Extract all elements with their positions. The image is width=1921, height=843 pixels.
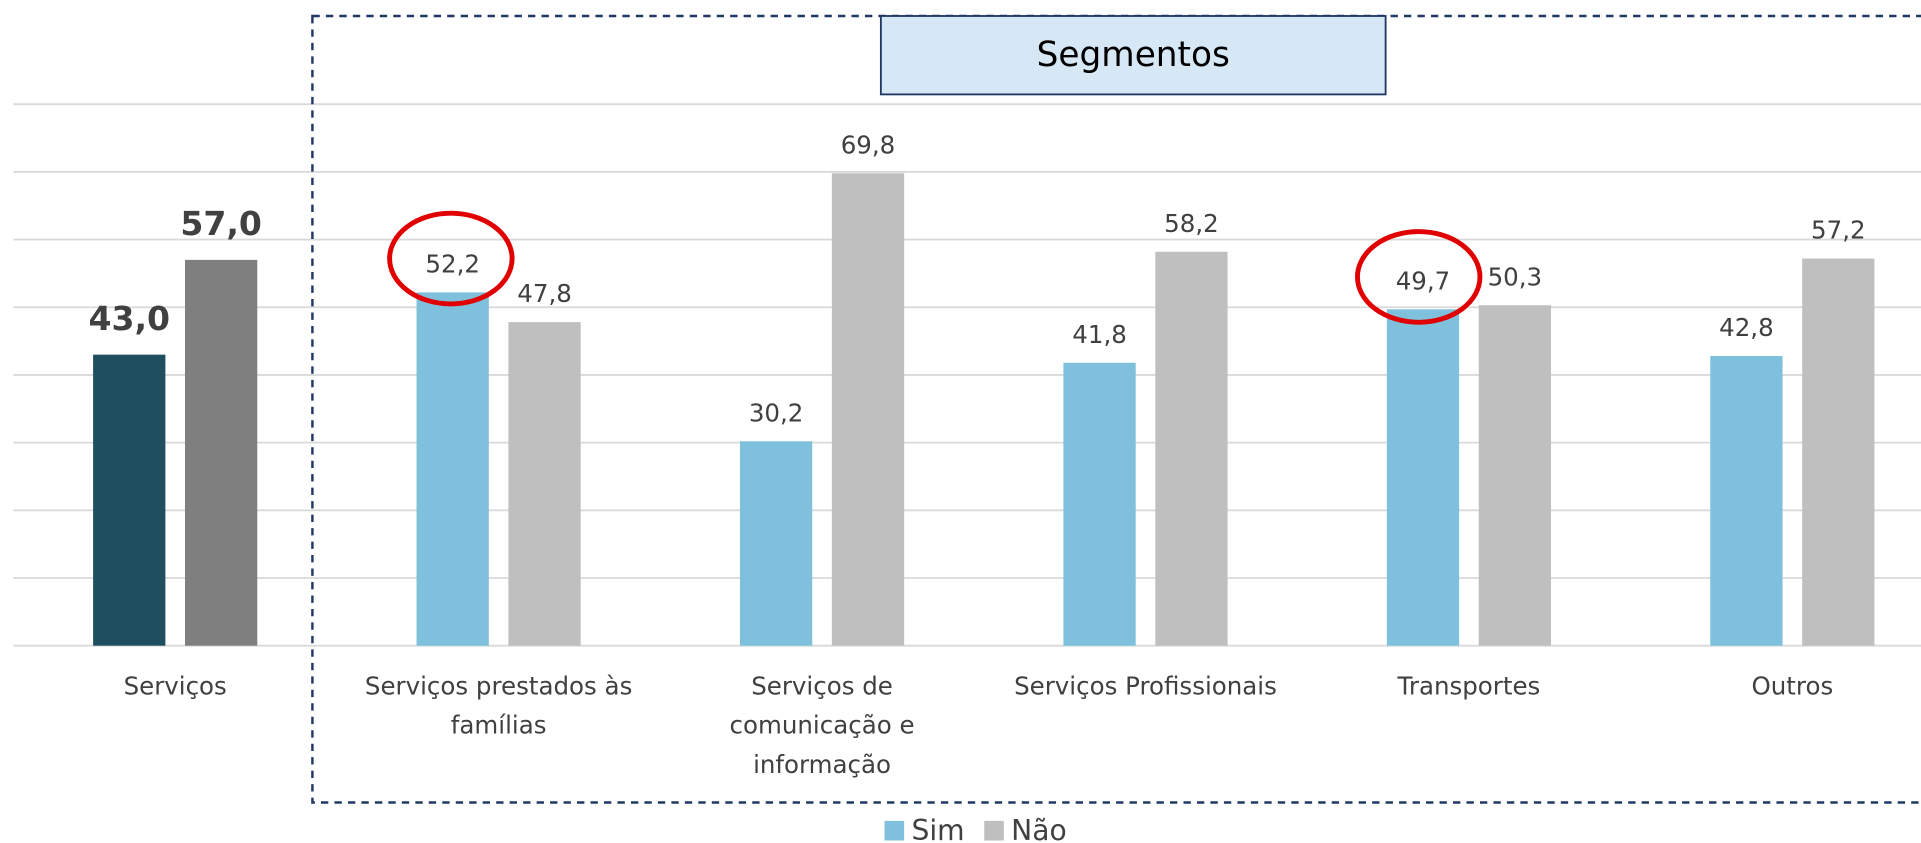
legend-swatch	[984, 820, 1004, 841]
bar	[416, 292, 489, 646]
data-label: 42,8	[1719, 313, 1774, 342]
x-tick-label: Serviços	[124, 671, 227, 700]
highlight-circle	[1354, 229, 1483, 325]
data-label: 52,2	[425, 249, 480, 278]
data-label: 47,8	[517, 279, 572, 308]
bar	[831, 173, 905, 646]
data-label: 30,2	[749, 398, 804, 427]
data-label: 57,2	[1811, 216, 1866, 245]
data-label: 50,3	[1488, 262, 1543, 291]
bar	[508, 322, 581, 646]
bar	[1802, 258, 1875, 646]
segment-title: Segmentos	[1037, 35, 1230, 75]
data-label: 58,2	[1164, 209, 1219, 238]
x-tick-label: Outros	[1752, 671, 1834, 700]
data-label: 43,0	[88, 299, 170, 338]
legend-label: Sim	[911, 814, 964, 843]
legend-label: Não	[1011, 814, 1067, 843]
bar	[739, 441, 813, 646]
bar	[184, 259, 258, 646]
x-tick-label: Serviços prestados às famílias	[365, 671, 632, 739]
legend-swatch	[884, 820, 905, 841]
highlight-circle	[387, 210, 515, 307]
x-tick-label: Serviços de comunicação e informação	[730, 671, 915, 778]
data-label: 41,8	[1072, 320, 1127, 349]
bar	[1478, 305, 1552, 646]
bar	[1063, 362, 1136, 646]
bar	[1155, 251, 1228, 646]
data-label: 49,7	[1396, 266, 1451, 295]
x-tick-label: Serviços Profissionais	[1014, 671, 1277, 700]
bar	[93, 354, 166, 646]
segment-title-box	[879, 15, 1387, 96]
data-label: 57,0	[180, 204, 262, 243]
bar	[1710, 355, 1783, 646]
x-tick-label: Transportes	[1397, 671, 1541, 700]
marks: Serviços 43,0 57,0 Serviços prestados às fam…	[88, 130, 1875, 843]
data-label: 69,8	[841, 130, 896, 159]
bar	[1386, 309, 1460, 646]
grid	[13, 103, 1921, 647]
